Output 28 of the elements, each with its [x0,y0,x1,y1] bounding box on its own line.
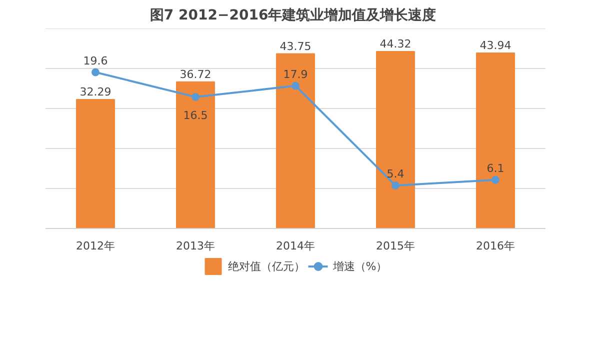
legend-label: 绝对值（亿元） [228,258,305,274]
data-label: 5.4 [386,167,404,180]
data-label: 19.6 [83,54,108,68]
chart-title: 图7 2012−2016年建筑业增加值及增长速度 [150,6,436,24]
data-label: 6.1 [486,162,504,175]
data-label: 16.5 [183,108,208,122]
point [192,92,200,101]
data-label: 32.29 [80,86,112,99]
x-tick-label: 2012年 [76,240,116,252]
data-label: 43.75 [280,40,312,53]
bar [376,51,415,228]
data-label: 17.9 [283,68,308,81]
point [392,181,400,190]
x-tick-label: 2013年 [176,240,216,252]
data-label: 43.94 [480,39,512,52]
bar [76,99,115,228]
point [292,82,300,90]
data-label: 44.32 [380,38,412,51]
x-tick-label: 2015年 [376,240,416,252]
bar [276,53,315,228]
x-tick-label: 2016年 [476,240,516,252]
point [492,176,500,184]
data-label: 36.72 [180,68,212,81]
bar [476,52,515,228]
legend-label: 增速（%） [332,258,388,274]
bar [176,81,215,228]
x-tick-label: 2014年 [276,240,316,252]
point [92,68,100,76]
